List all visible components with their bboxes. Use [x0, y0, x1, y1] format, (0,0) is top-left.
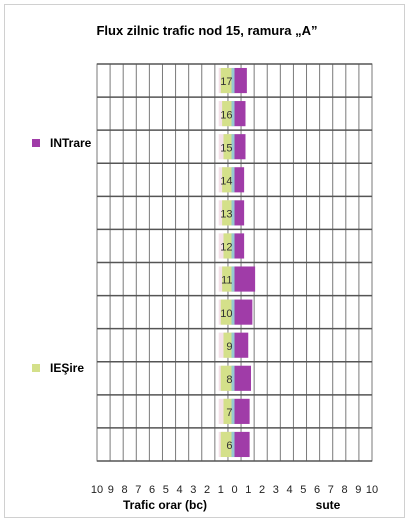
category-label: 9 [226, 341, 232, 353]
chart-bars [218, 67, 256, 458]
legend-label: INTrare [50, 136, 92, 150]
bar-center-stripe [231, 67, 235, 94]
x-axis-label-left: Trafic orar (bc) [123, 498, 207, 512]
category-label: 13 [220, 209, 232, 221]
x-tick-label: 10 [366, 484, 378, 496]
category-label: 12 [220, 242, 232, 254]
category-label: 16 [220, 109, 232, 121]
bar-iesire [222, 101, 235, 127]
bar-intrare [234, 266, 256, 292]
x-tick-label: 2 [204, 484, 210, 496]
x-tick-label: 0 [231, 484, 237, 496]
bar-intrare [234, 67, 247, 94]
x-tick-label: 4 [286, 484, 292, 496]
bar-center-stripe [231, 332, 235, 358]
x-tick-label: 1 [245, 484, 251, 496]
bar-iesire [222, 167, 235, 193]
bar-iesire [223, 233, 235, 259]
bar-iesire [223, 398, 235, 424]
category-labels: 17 16 15 14 13 12 11 10 9 8 7 6 [220, 76, 232, 452]
chart-grid [96, 63, 373, 462]
bar-center-stripe [231, 101, 235, 127]
x-tick-labels: 10 9 8 7 6 5 4 3 2 1 0 1 2 3 4 5 6 7 8 9 10 [91, 484, 378, 496]
category-label: 6 [226, 440, 232, 452]
x-tick-label: 7 [135, 484, 141, 496]
x-axis-label-right: sute [316, 498, 341, 512]
x-tick-label: 5 [163, 484, 169, 496]
legend-swatch [32, 139, 40, 147]
bar-iesire [220, 365, 235, 391]
bar-center-stripe [231, 365, 235, 391]
x-tick-label: 4 [176, 484, 182, 496]
bar-intrare [234, 332, 249, 358]
bar-center-stripe [231, 233, 235, 259]
bar-intrare [234, 200, 245, 226]
x-tick-label: 3 [190, 484, 196, 496]
bar-intrare [234, 167, 245, 193]
x-tick-label: 3 [273, 484, 279, 496]
x-tick-label: 1 [218, 484, 224, 496]
x-tick-label: 5 [300, 484, 306, 496]
legend-swatch [32, 364, 40, 372]
bar-center-stripe [231, 431, 235, 458]
bar-center-stripe [231, 134, 235, 160]
bar-center-stripe [231, 299, 235, 325]
legend: INTrare IEŞire [32, 136, 92, 375]
bar-center-stripe [231, 398, 235, 424]
bar-intrare [234, 365, 251, 391]
bar-intrare [234, 233, 245, 259]
bar-intrare [234, 299, 253, 325]
category-label: 10 [220, 308, 232, 320]
bar-intrare [234, 398, 250, 424]
bar-iesire [223, 332, 235, 358]
category-label: 17 [220, 76, 232, 88]
bar-intrare [234, 134, 246, 160]
x-tick-label: 10 [91, 484, 103, 496]
bar-iesire [220, 299, 235, 325]
bar-center-stripe [231, 200, 235, 226]
x-tick-label: 6 [314, 484, 320, 496]
x-tick-label: 8 [341, 484, 347, 496]
category-label: 8 [226, 374, 232, 386]
x-tick-label: 9 [355, 484, 361, 496]
bar-center-stripe [231, 266, 235, 292]
bar-iesire [222, 200, 235, 226]
category-label: 15 [220, 142, 232, 154]
bar-iesire [220, 67, 235, 94]
bar-intrare [234, 431, 250, 458]
bar-iesire [222, 266, 235, 292]
category-label: 11 [221, 275, 232, 287]
x-tick-label: 7 [328, 484, 334, 496]
bar-iesire [223, 134, 235, 160]
x-tick-label: 6 [149, 484, 155, 496]
category-label: 7 [226, 407, 232, 419]
x-tick-label: 9 [108, 484, 114, 496]
bar-intrare [234, 101, 246, 127]
x-tick-label: 2 [259, 484, 265, 496]
bar-iesire [220, 431, 235, 458]
x-tick-label: 8 [121, 484, 127, 496]
category-label: 14 [220, 175, 232, 187]
bar-center-stripe [231, 167, 235, 193]
legend-label: IEŞire [50, 361, 84, 375]
chart-title: Flux zilnic trafic nod 15, ramura „A” [96, 23, 318, 38]
